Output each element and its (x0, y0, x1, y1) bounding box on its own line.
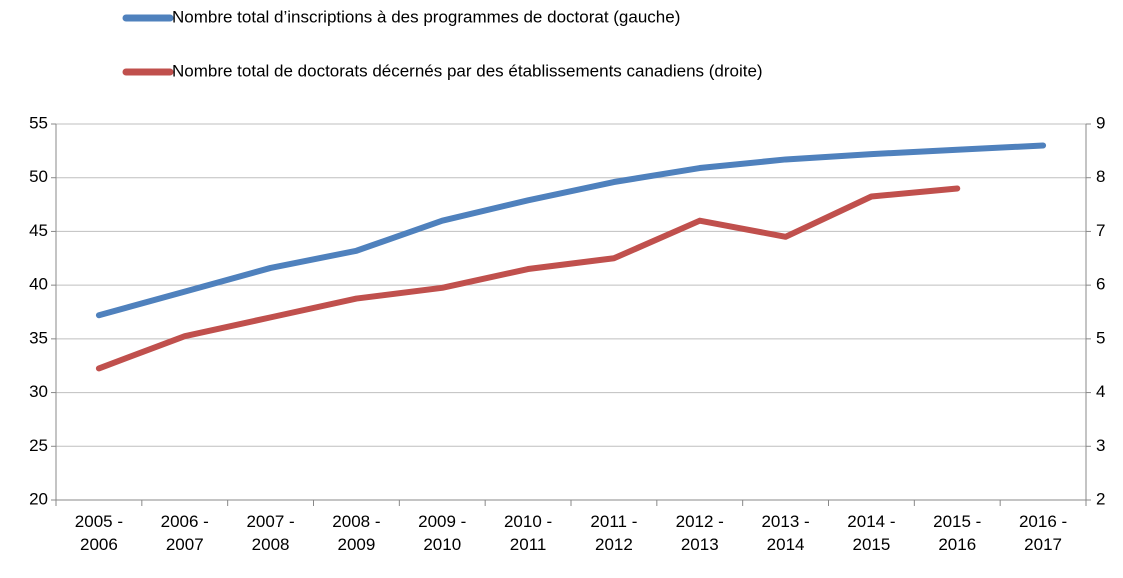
x-tick-label: 2006 - 2007 (160, 512, 209, 554)
x-tick-label: 2007 - 2008 (246, 512, 295, 554)
x-tick-label: 2016 - 2017 (1018, 512, 1068, 554)
y2-tick-label: 2 (1096, 489, 1105, 508)
y-tick-label: 30 (29, 382, 48, 401)
x-tick-label: 2015 - 2016 (933, 512, 982, 554)
x-tick-label: 2005 - 2006 (74, 512, 123, 554)
y2-tick-label: 6 (1096, 275, 1105, 294)
y-tick-label: 55 (29, 113, 48, 132)
y-tick-label: 50 (29, 167, 48, 186)
x-tick-label: 2009 - 2010 (418, 512, 467, 554)
legend-label: Nombre total d’inscriptions à des progra… (172, 7, 680, 26)
y2-tick-label: 9 (1096, 113, 1105, 132)
y-tick-label: 20 (29, 489, 48, 508)
x-tick-label: 2010 - 2011 (503, 512, 553, 554)
legend-label: Nombre total de doctorats décernés par d… (172, 61, 763, 80)
y-tick-label: 25 (29, 436, 48, 455)
x-tick-label: 2013 - 2014 (761, 512, 810, 554)
x-tick-label: 2008 - 2009 (332, 512, 381, 554)
series-line (95, 185, 961, 372)
y2-tick-label: 4 (1096, 382, 1105, 401)
x-tick-label: 2011 - 2012 (590, 512, 638, 554)
y2-tick-label: 3 (1096, 436, 1105, 455)
y-tick-label: 35 (29, 328, 48, 347)
x-tick-label: 2014 - 2015 (847, 512, 896, 554)
x-tick-label: 2012 - 2013 (675, 512, 724, 554)
y2-tick-label: 5 (1096, 328, 1105, 347)
y2-tick-label: 7 (1096, 221, 1105, 240)
y2-tick-label: 8 (1096, 167, 1105, 186)
y-tick-label: 45 (29, 221, 48, 240)
y-tick-label: 40 (29, 275, 48, 294)
series-line (95, 142, 1047, 319)
